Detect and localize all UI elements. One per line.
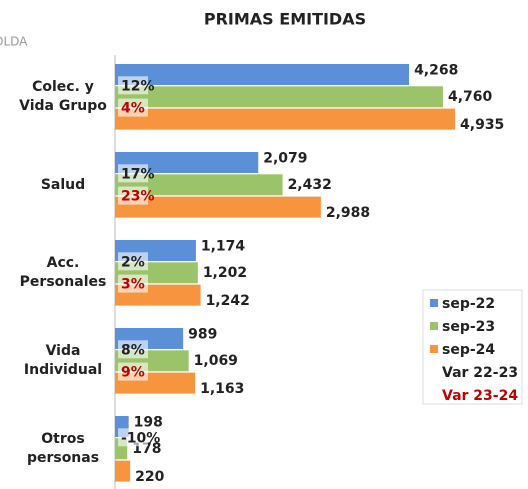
var-box	[118, 362, 148, 381]
bar	[115, 152, 259, 173]
legend-swatch	[430, 322, 438, 330]
legend-label: sep-22	[442, 296, 495, 312]
legend-label: sep-24	[442, 342, 495, 358]
value-label: 1,202	[203, 265, 247, 281]
value-label: 4,935	[460, 117, 504, 133]
var-box	[118, 76, 148, 95]
category-label: Colec. y Vida Grupo	[19, 79, 107, 115]
value-label: 2,432	[288, 177, 332, 193]
bar	[115, 460, 131, 482]
var-box	[118, 186, 148, 205]
legend-box	[422, 289, 523, 405]
bar	[115, 196, 321, 218]
legend-label: Var 23-24	[442, 388, 518, 404]
legend-label: sep-23	[442, 319, 495, 335]
var-box	[118, 98, 148, 117]
category-label: Salud	[40, 176, 86, 193]
category-label: Otros personas	[26, 431, 100, 467]
value-label: 2,079	[263, 151, 307, 167]
var-box	[118, 428, 148, 447]
value-label: 1,163	[200, 381, 244, 397]
var-box	[118, 340, 148, 359]
var-label: 2%	[121, 254, 145, 270]
value-label: 989	[188, 327, 217, 343]
var-label: 12%	[121, 78, 155, 94]
legend-label: Var 22-23	[442, 365, 518, 381]
value-label: 1,242	[206, 293, 250, 309]
value-label: 2,988	[326, 205, 370, 221]
bar	[115, 174, 283, 196]
var-label: 4%	[121, 101, 145, 117]
value-label: 4,760	[448, 89, 493, 105]
var-box	[118, 164, 148, 183]
var-label: 9%	[121, 365, 145, 381]
value-label: 1,174	[201, 239, 246, 255]
var-label: 17%	[121, 166, 155, 182]
category-label: Acc. Personales	[19, 255, 107, 291]
var-label: -10%	[121, 430, 160, 446]
category-label: Vida Individual	[23, 343, 103, 379]
bar	[115, 108, 456, 130]
var-label: 8%	[121, 342, 145, 358]
legend-swatch	[430, 299, 438, 307]
chart-title: PRIMAS EMITIDAS	[204, 10, 366, 29]
value-label: 4,268	[414, 63, 458, 79]
var-box	[118, 274, 148, 293]
value-label: 1,069	[194, 353, 238, 369]
bar	[115, 64, 410, 85]
corner-text: OLDA	[0, 35, 28, 49]
value-label: 220	[135, 469, 164, 485]
bar	[115, 86, 443, 108]
var-box	[118, 252, 148, 271]
var-label: 23%	[121, 189, 155, 205]
var-label: 3%	[121, 277, 145, 293]
value-label: 198	[134, 415, 163, 431]
legend-swatch	[430, 345, 438, 353]
